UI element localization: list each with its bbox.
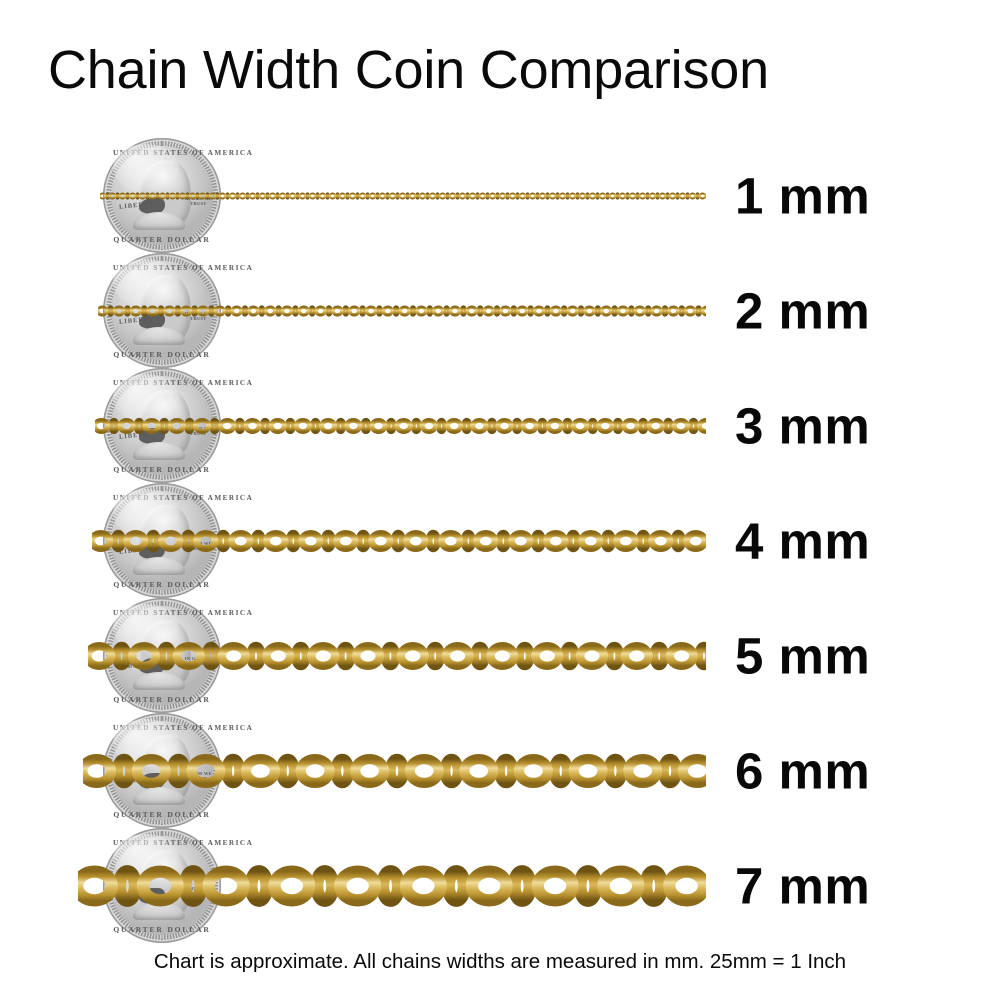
comparison-row-7mm: UNITED STATES OF AMERICA QUARTER DOLLAR LI… (0, 828, 1000, 943)
chain-3mm (95, 417, 706, 434)
size-label-4mm: 4 mm (735, 512, 871, 569)
coin-bust-neck (133, 442, 185, 460)
comparison-row-3mm: UNITED STATES OF AMERICA QUARTER DOLLAR LI… (0, 368, 1000, 483)
chain-1mm (100, 191, 706, 200)
coin-bust-neck (133, 212, 185, 230)
comparison-row-4mm: UNITED STATES OF AMERICA QUARTER DOLLAR LI… (0, 483, 1000, 598)
comparison-row-1mm: UNITED STATES OF AMERICA QUARTER DOLLAR LI… (0, 138, 1000, 253)
chain-2mm (98, 304, 706, 317)
size-label-6mm: 6 mm (735, 742, 871, 799)
size-label-7mm: 7 mm (735, 857, 871, 914)
size-label-5mm: 5 mm (735, 627, 871, 684)
coin-bust-neck (133, 787, 185, 805)
comparison-row-5mm: UNITED STATES OF AMERICA QUARTER DOLLAR LI… (0, 598, 1000, 713)
size-label-1mm: 1 mm (735, 167, 871, 224)
chain-4mm (92, 529, 706, 552)
coin-bust-neck (133, 902, 185, 920)
chain-7mm (78, 864, 706, 907)
footer-note: Chart is approximate. All chains widths … (153, 950, 847, 973)
coin-bust-neck (133, 327, 185, 345)
coin-bust-neck (133, 557, 185, 575)
coin-bust-neck (133, 672, 185, 690)
chain-5mm (88, 641, 706, 670)
chain-6mm (83, 753, 706, 788)
size-label-2mm: 2 mm (735, 282, 871, 339)
comparison-row-2mm: UNITED STATES OF AMERICA QUARTER DOLLAR LI… (0, 253, 1000, 368)
comparison-row-6mm: UNITED STATES OF AMERICA QUARTER DOLLAR LI… (0, 713, 1000, 828)
page-title: Chain Width Coin Comparison (48, 40, 769, 100)
size-label-3mm: 3 mm (735, 397, 871, 454)
